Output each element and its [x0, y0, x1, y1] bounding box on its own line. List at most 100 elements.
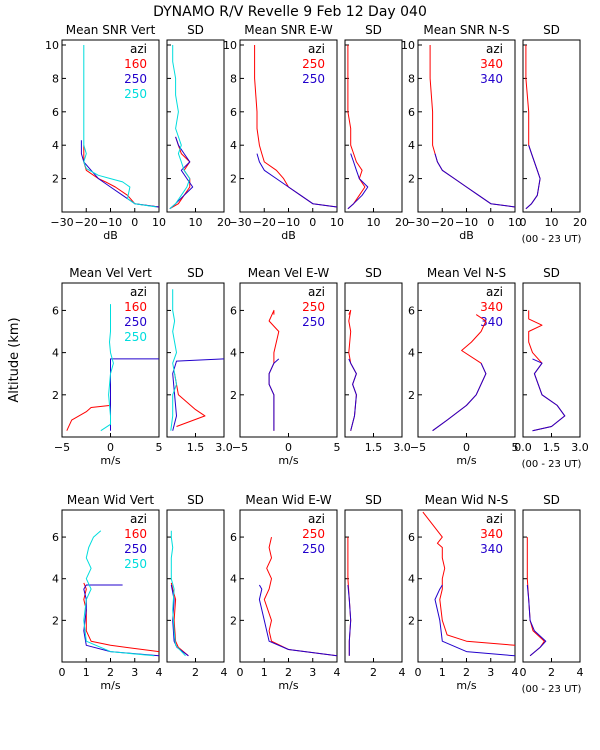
- panel-title: SD: [365, 23, 382, 37]
- x-tick-label: 2: [192, 666, 199, 679]
- series-line-blue: [347, 153, 369, 210]
- legend-entry-250: 250: [302, 527, 325, 541]
- panel-sd-r2-c3: SD 2 4: [344, 493, 406, 679]
- series-line-cyan: [83, 530, 155, 657]
- x-axis-unit: m/s: [456, 454, 476, 467]
- legend-header: azi: [486, 42, 503, 56]
- x-tick-label: 0: [487, 216, 494, 229]
- x-tick-label: 0: [107, 441, 114, 454]
- x-tick-label: 3: [309, 666, 316, 679]
- legend-entry-250: 250: [302, 300, 325, 314]
- panel-sd-r2-c1: SD 2 4: [166, 493, 228, 679]
- legend-entry-250: 250: [124, 72, 147, 86]
- series-line-red: [263, 536, 338, 657]
- panel-sd-r0-c3: SD 10 20: [344, 23, 409, 229]
- y-tick-label: 6: [408, 304, 415, 317]
- x-tick-label: 4: [221, 666, 228, 679]
- x-tick-label: 0: [285, 441, 292, 454]
- y-tick-label: 4: [52, 573, 59, 586]
- x-axis-unit: m/s: [278, 454, 298, 467]
- panel-sd-r1-c3: SD 1.5 3.0: [344, 266, 411, 454]
- x-tick-label: 4: [399, 666, 406, 679]
- series-line-blue: [347, 584, 352, 656]
- x-tick-label: 0.0: [514, 441, 532, 454]
- x-tick-label: 1: [83, 666, 90, 679]
- x-tick-label: 5: [334, 441, 341, 454]
- panel-title: Mean Wid E-W: [245, 493, 331, 507]
- y-tick-label: 10: [45, 39, 59, 52]
- x-tick-label: 4: [577, 666, 584, 679]
- x-tick-label: 1: [261, 666, 268, 679]
- x-tick-label: 2: [463, 666, 470, 679]
- panel-title: Mean SNR N-S: [423, 23, 509, 37]
- x-tick-label: 0: [309, 216, 316, 229]
- panel-title: SD: [543, 23, 560, 37]
- legend-entry-160: 160: [124, 527, 147, 541]
- legend-entry-340: 340: [480, 542, 503, 556]
- panel-title: SD: [187, 23, 204, 37]
- y-tick-label: 8: [52, 72, 59, 85]
- series-line-blue: [258, 584, 338, 657]
- y-tick-label: 4: [408, 573, 415, 586]
- panel-title: SD: [365, 493, 382, 507]
- x-tick-label: 10: [545, 216, 559, 229]
- x-tick-label: 20: [395, 216, 409, 229]
- series-line-cyan: [169, 45, 191, 210]
- x-tick-label: 1.5: [543, 441, 561, 454]
- series-line-cyan: [100, 304, 114, 432]
- legend-entry-250: 250: [124, 87, 147, 101]
- x-tick-label: −10: [455, 216, 478, 229]
- y-tick-label: 10: [401, 39, 415, 52]
- legend-entry-250: 250: [302, 72, 325, 86]
- legend-entry-340: 340: [480, 527, 503, 541]
- y-tick-label: 2: [230, 614, 237, 627]
- series-line-blue: [256, 153, 338, 208]
- series-line-red: [422, 511, 516, 646]
- x-tick-label: 2: [548, 666, 555, 679]
- altitude-axis-label: Altitude (km): [7, 317, 22, 402]
- series-line-red: [83, 145, 160, 208]
- panel-title: SD: [543, 266, 560, 280]
- y-tick-label: 2: [52, 389, 59, 402]
- x-axis-unit: m/s: [278, 679, 298, 692]
- series-line-red: [347, 45, 366, 210]
- panel-title: SD: [365, 266, 382, 280]
- y-tick-label: 8: [408, 72, 415, 85]
- y-tick-label: 4: [52, 139, 59, 152]
- y-tick-label: 6: [408, 531, 415, 544]
- legend-header: azi: [486, 512, 503, 526]
- y-tick-label: 2: [52, 173, 59, 186]
- panel-frame: [522, 509, 581, 663]
- panel-title: SD: [187, 493, 204, 507]
- x-tick-label: 0: [520, 666, 527, 679]
- panel-sd-r1-c5: SD 0.0 1.5 3.0: [514, 266, 589, 454]
- series-line-blue: [268, 358, 280, 431]
- time-range-note: (00 - 23 UT): [522, 459, 582, 470]
- x-axis-unit: m/s: [100, 454, 120, 467]
- panel-sd-r0-c1: SD 10 20: [166, 23, 231, 229]
- time-range-note: (00 - 23 UT): [522, 234, 582, 245]
- x-tick-label: 20: [217, 216, 231, 229]
- legend-header: azi: [130, 285, 147, 299]
- y-tick-label: 2: [408, 614, 415, 627]
- time-range-note: (00 - 23 UT): [522, 684, 582, 695]
- x-tick-label: −20: [75, 216, 98, 229]
- y-tick-label: 2: [408, 389, 415, 402]
- x-tick-label: −10: [99, 216, 122, 229]
- legend-header: azi: [308, 285, 325, 299]
- x-tick-label: −30: [50, 216, 73, 229]
- x-tick-label: −5: [232, 441, 248, 454]
- panel-frame: [344, 282, 403, 438]
- series-line-red: [432, 314, 487, 432]
- legend-header: azi: [486, 285, 503, 299]
- x-tick-label: −20: [253, 216, 276, 229]
- x-tick-label: −10: [277, 216, 300, 229]
- y-tick-label: 4: [408, 347, 415, 360]
- legend-entry-250: 250: [124, 330, 147, 344]
- y-tick-label: 4: [230, 139, 237, 152]
